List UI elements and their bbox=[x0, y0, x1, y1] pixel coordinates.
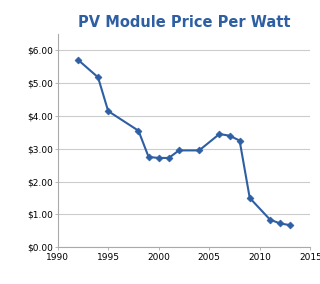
Title: PV Module Price Per Watt: PV Module Price Per Watt bbox=[78, 15, 290, 30]
